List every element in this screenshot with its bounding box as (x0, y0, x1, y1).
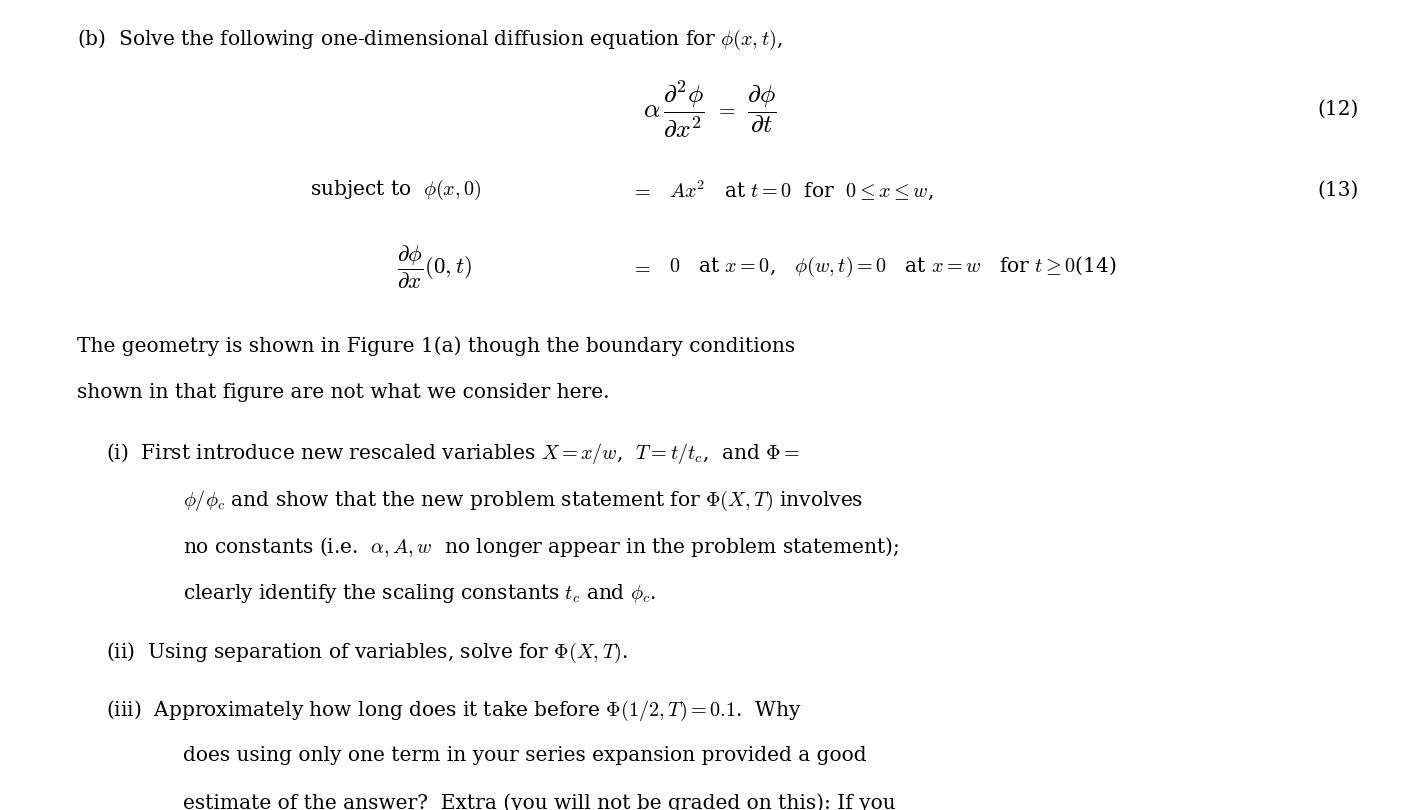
Text: (13): (13) (1317, 181, 1358, 200)
Text: estimate of the answer?  Extra (you will not be graded on this): If you: estimate of the answer? Extra (you will … (183, 793, 896, 810)
Text: (b)  Solve the following one-dimensional diffusion equation for $\phi(x, t)$,: (b) Solve the following one-dimensional … (77, 28, 783, 53)
Text: (ii)  Using separation of variables, solve for $\Phi(X, T)$.: (ii) Using separation of variables, solv… (106, 641, 628, 665)
Text: $=$: $=$ (631, 258, 651, 277)
Text: (i)  First introduce new rescaled variables $X = x/w$,  $T = t/t_c$,  and $\Phi : (i) First introduce new rescaled variabl… (106, 441, 800, 467)
Text: no constants (i.e.  $\alpha, A, w$  no longer appear in the problem statement);: no constants (i.e. $\alpha, A, w$ no lon… (183, 535, 899, 560)
Text: $\alpha \, \dfrac{\partial^2\phi}{\partial x^2}$: $\alpha \, \dfrac{\partial^2\phi}{\parti… (643, 79, 704, 140)
Text: $\phi/\phi_c$ and show that the new problem statement for $\Phi(X,T)$ involves: $\phi/\phi_c$ and show that the new prob… (183, 488, 864, 513)
Text: The geometry is shown in Figure 1(a) though the boundary conditions: The geometry is shown in Figure 1(a) tho… (77, 336, 796, 356)
Text: $Ax^2$   at $t = 0$  for  $0 \leq x \leq w$,: $Ax^2$ at $t = 0$ for $0 \leq x \leq w$, (669, 178, 934, 202)
Text: $\dfrac{\partial\phi}{\partial x}(0,t)$: $\dfrac{\partial\phi}{\partial x}(0,t)$ (397, 244, 472, 291)
Text: (iii)  Approximately how long does it take before $\Phi(1/2, T) = 0.1$.  Why: (iii) Approximately how long does it tak… (106, 699, 802, 723)
Text: clearly identify the scaling constants $t_c$ and $\phi_c$.: clearly identify the scaling constants $… (183, 582, 657, 605)
Text: $=$: $=$ (631, 181, 651, 200)
Text: $\dfrac{\partial\phi}{\partial t}$: $\dfrac{\partial\phi}{\partial t}$ (747, 84, 776, 134)
Text: does using only one term in your series expansion provided a good: does using only one term in your series … (183, 746, 867, 765)
Text: shown in that figure are not what we consider here.: shown in that figure are not what we con… (77, 383, 610, 402)
Text: (12): (12) (1317, 100, 1358, 119)
Text: subject to  $\phi(x,0)$: subject to $\phi(x,0)$ (310, 178, 482, 202)
Text: $=$: $=$ (714, 98, 737, 121)
Text: $0$   at $x = 0$,   $\phi(w,t) = 0$   at $x = w$   for $t \geq 0$(14): $0$ at $x = 0$, $\phi(w,t) = 0$ at $x = … (669, 255, 1117, 279)
